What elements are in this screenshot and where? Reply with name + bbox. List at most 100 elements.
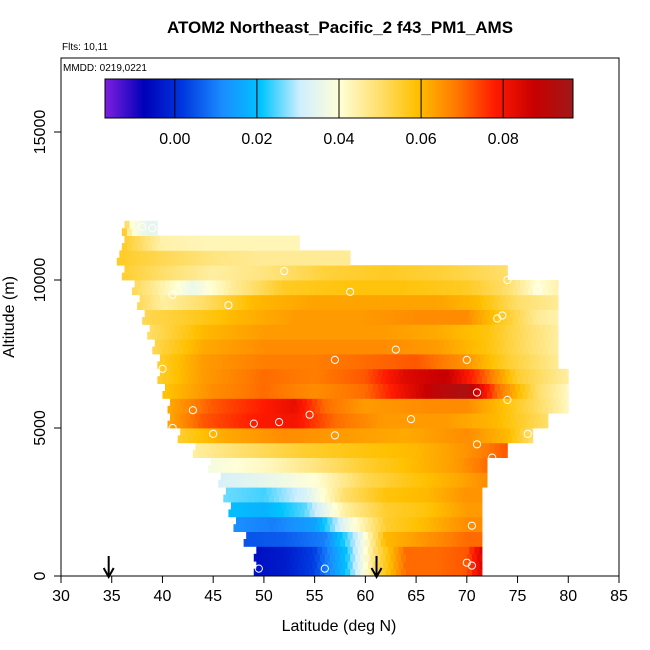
heatmap-cell <box>436 539 442 547</box>
heatmap-cell <box>180 428 186 436</box>
heatmap-cell <box>334 435 341 444</box>
heatmap-cell <box>560 398 567 407</box>
heatmap-cell <box>205 265 212 273</box>
heatmap-cell <box>426 420 432 429</box>
heatmap-cell <box>367 309 374 318</box>
colorbar-tick-label: 0.00 <box>159 131 190 148</box>
heatmap-cell <box>307 502 313 510</box>
heatmap-cell <box>279 539 285 547</box>
heatmap-cell <box>322 280 328 288</box>
x-tick-label: 60 <box>356 588 374 605</box>
heatmap-cell <box>408 457 414 466</box>
heatmap-cell <box>256 324 262 333</box>
heatmap-cell <box>461 391 468 399</box>
heatmap-cell <box>449 294 455 303</box>
heatmap-cell <box>322 546 328 555</box>
heatmap-cell <box>228 346 234 355</box>
heatmap-cell <box>438 428 445 436</box>
heatmap-cell <box>281 280 288 288</box>
heatmap-cell <box>312 487 318 495</box>
heatmap-cell <box>350 391 356 399</box>
heatmap-cell <box>228 405 234 414</box>
heatmap-cell <box>352 368 359 377</box>
heatmap-cell <box>540 309 546 318</box>
heatmap-cell <box>170 324 176 333</box>
heatmap-cell <box>362 442 369 451</box>
heatmap-cell <box>286 428 293 436</box>
heatmap-cell <box>540 324 546 333</box>
heatmap-cell <box>466 435 473 444</box>
heatmap-cell <box>225 383 232 392</box>
heatmap-cell <box>411 346 417 355</box>
heatmap-cell <box>428 516 435 525</box>
heatmap-cell <box>522 435 529 444</box>
heatmap-cell <box>223 494 229 503</box>
heatmap-cell <box>357 457 364 466</box>
heatmap-cell <box>309 257 316 266</box>
heatmap-cell <box>456 287 463 296</box>
heatmap-cell <box>205 428 212 436</box>
heatmap-cell <box>281 368 288 377</box>
heatmap-cell <box>428 502 435 510</box>
heatmap-cell <box>398 309 404 318</box>
heatmap-cell <box>309 405 316 414</box>
heatmap-cell <box>139 235 146 244</box>
heatmap-cell <box>537 391 544 399</box>
heatmap-cell <box>423 413 430 421</box>
heatmap-cell <box>213 331 219 340</box>
heatmap-cell <box>129 265 135 273</box>
heatmap-cell <box>246 398 252 407</box>
heatmap-cell <box>312 368 318 377</box>
heatmap-cell <box>147 257 153 266</box>
heatmap-cell <box>479 324 485 333</box>
heatmap-cell <box>395 539 402 547</box>
heatmap-cell <box>365 524 371 532</box>
heatmap-cell <box>182 361 189 370</box>
heatmap-cell <box>494 354 501 362</box>
heatmap-cell <box>218 287 224 296</box>
heatmap-cell <box>393 502 399 510</box>
heatmap-cell <box>433 354 440 362</box>
heatmap-cell <box>416 509 422 518</box>
heatmap-cell <box>294 391 300 399</box>
flight-arrows <box>102 556 383 580</box>
heatmap-cell <box>205 309 212 318</box>
heatmap-cell <box>258 272 265 281</box>
heatmap-cell <box>515 309 521 318</box>
heatmap-cell <box>334 539 341 547</box>
heatmap-cell <box>180 294 186 303</box>
heatmap-cell <box>279 302 285 310</box>
heatmap-cell <box>276 413 283 421</box>
heatmap-cell <box>418 339 425 347</box>
heatmap-cell <box>350 317 356 325</box>
x-tick-label: 75 <box>509 588 527 605</box>
heatmap-cell <box>276 294 283 303</box>
heatmap-cell <box>261 339 267 347</box>
heatmap-cell <box>251 235 257 244</box>
heatmap-cell <box>190 309 196 318</box>
heatmap-cell <box>319 420 326 429</box>
heatmap-cell <box>187 331 194 340</box>
heatmap-cell <box>167 257 173 266</box>
heatmap-cell <box>365 553 371 562</box>
heatmap-cell <box>360 524 366 532</box>
heatmap-cell <box>474 354 480 362</box>
heatmap-cell <box>375 405 381 414</box>
heatmap-cell <box>380 509 387 518</box>
heatmap-cell <box>324 287 331 296</box>
heatmap-cell <box>337 265 343 273</box>
heatmap-cell <box>337 250 343 259</box>
heatmap-cell <box>266 428 272 436</box>
heatmap-cell <box>241 294 247 303</box>
heatmap-cell <box>266 339 272 347</box>
heatmap-cell <box>474 265 480 273</box>
heatmap-cell <box>319 346 326 355</box>
heatmap-cell <box>334 361 341 370</box>
heatmap-cell <box>324 272 331 281</box>
heatmap-cell <box>279 287 285 296</box>
heatmap-cell <box>370 539 376 547</box>
heatmap-cell <box>195 339 201 347</box>
heatmap-cell <box>340 479 346 488</box>
heatmap-cell <box>205 294 212 303</box>
heatmap-cell <box>393 428 399 436</box>
